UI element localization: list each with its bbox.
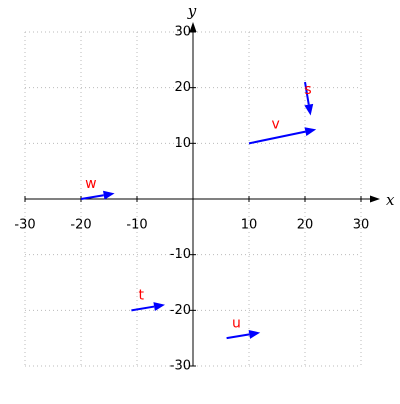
x-axis-label: x: [386, 191, 395, 209]
y-tick-label: -30: [170, 359, 191, 374]
vector-label: t: [138, 288, 144, 304]
x-tick-label: 30: [353, 218, 370, 233]
vector-label: s: [304, 82, 311, 98]
vector-label: w: [85, 176, 96, 192]
x-tick-label: 20: [297, 218, 314, 233]
x-tick-label: -20: [70, 218, 91, 233]
x-axis-arrow: [370, 195, 380, 203]
vector-arrow: [226, 333, 250, 340]
y-axis-arrow: [189, 22, 197, 32]
x-tick-label: 10: [241, 218, 258, 233]
vector-arrow: [248, 130, 306, 145]
y-axis-label: y: [187, 2, 197, 20]
y-tick-label: 10: [174, 136, 191, 151]
y-tick-label: 20: [174, 80, 191, 95]
vector-arrowhead: [103, 190, 115, 200]
vector-arrowhead: [153, 302, 165, 312]
vector-label: v: [271, 116, 279, 132]
x-tick-label: -10: [126, 218, 147, 233]
vector-arrow: [131, 305, 155, 312]
vector-arrowhead: [304, 127, 317, 137]
vector-arrowhead: [304, 103, 314, 116]
vector-arrow: [304, 81, 310, 105]
y-tick-label: -20: [170, 303, 191, 318]
x-tick-label: -30: [14, 218, 35, 233]
vector-arrow: [80, 194, 104, 200]
vector-label: u: [232, 315, 241, 331]
vector-arrowhead: [248, 329, 261, 339]
y-tick-label: 30: [174, 25, 191, 40]
y-tick-label: -10: [170, 247, 191, 262]
